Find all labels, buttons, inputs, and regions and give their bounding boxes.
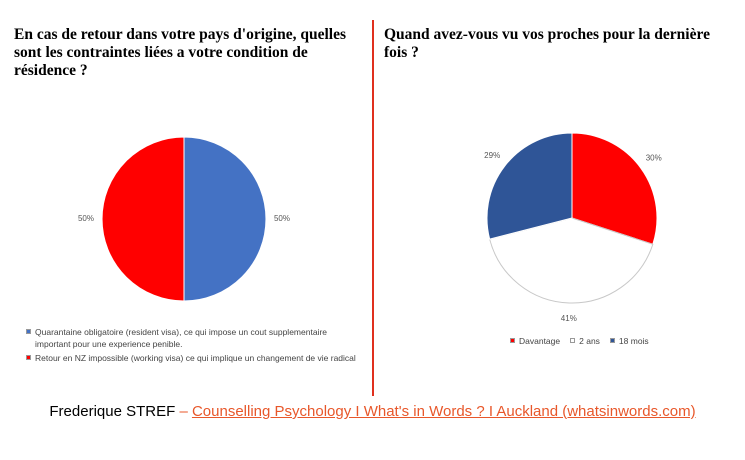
divider: [372, 20, 374, 396]
pie-label: 50%: [274, 214, 290, 223]
legend-swatch: [26, 329, 31, 334]
legend-swatch: [609, 338, 615, 343]
legend-item: 2 ans: [570, 335, 600, 347]
pie-label: 41%: [561, 314, 577, 323]
pie-label: 29%: [484, 151, 500, 160]
legend-label: Retour en NZ impossible (working visa) c…: [35, 353, 356, 363]
pie-value: 29: [484, 151, 493, 160]
pie-unit: %: [655, 154, 662, 163]
pie-slice: [101, 136, 185, 302]
pie-slice: [571, 132, 658, 245]
legend-item: Davantage: [510, 335, 560, 347]
pie-value: 50: [274, 214, 283, 223]
pie-slice: [486, 132, 573, 240]
footer: Frederique STREF – Counselling Psycholog…: [0, 403, 745, 420]
pie-unit: %: [570, 314, 577, 323]
pie-value: 30: [646, 154, 655, 163]
legend-swatch: [570, 338, 576, 343]
chart-title: En cas de retour dans votre pays d'origi…: [14, 26, 346, 79]
pie-label: 50%: [78, 214, 94, 223]
charts: 50%50%30%41%29%: [78, 132, 662, 323]
legend-swatch: [510, 338, 515, 343]
author: Frederique STREF: [49, 403, 176, 420]
pie-slice: [489, 217, 654, 304]
legend-swatch: [26, 355, 31, 360]
chart-title: Quand avez-vous vu vos proches pour la d…: [384, 26, 710, 61]
pie-unit: %: [493, 151, 500, 160]
legend: Davantage 2 ans 18 mois: [510, 335, 710, 349]
footer-link[interactable]: Counselling Psychology I What's in Words…: [191, 403, 696, 420]
pie-unit: %: [283, 214, 290, 223]
legend-label: Davantage: [519, 336, 561, 346]
legend: Quarantaine obligatoire (resident visa),…: [26, 326, 356, 366]
legend-item: 18 mois: [609, 335, 649, 347]
separator: –: [179, 403, 188, 420]
pie-label: 30%: [646, 154, 662, 163]
pie-value: 50: [78, 214, 87, 223]
legend-item: Quarantaine obligatoire (resident visa),…: [26, 326, 356, 350]
legend-label: 2 ans: [579, 336, 600, 346]
pie-value: 41: [561, 314, 570, 323]
legend-label: Quarantaine obligatoire (resident visa),…: [35, 327, 327, 349]
legend-item: Retour en NZ impossible (working visa) c…: [26, 352, 356, 364]
legend-label: 18 mois: [618, 336, 649, 346]
pie-unit: %: [87, 214, 94, 223]
pie-slice: [183, 136, 267, 302]
